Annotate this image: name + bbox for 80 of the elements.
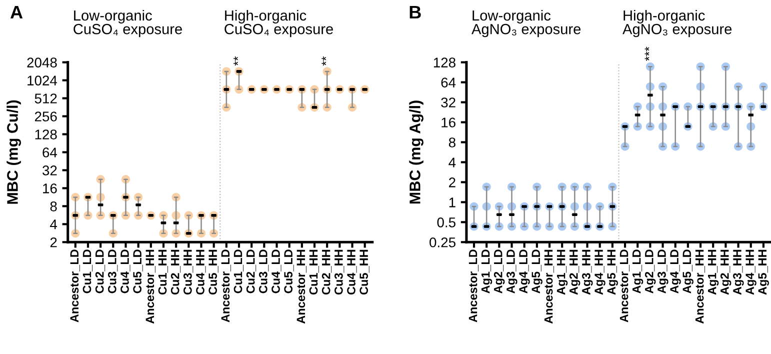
- x-tick-label: Cu4_LD: [272, 250, 282, 294]
- x-tick-label: Ag1_HH: [556, 250, 568, 295]
- x-tick-label: Cu1_LD: [234, 250, 244, 294]
- x-tick-label: Ag5_HH: [758, 250, 769, 295]
- x-tick-label: Cu2_LD: [246, 250, 256, 294]
- y-tick-label: 0.5: [437, 217, 456, 228]
- x-tick-label: Ancestor_HH: [544, 250, 554, 324]
- x-tick-label: Ag3_HH: [582, 250, 593, 295]
- y-axis-title: MBC (mg Ag/l): [409, 100, 424, 204]
- x-tick-label: Ag3_LD: [658, 250, 668, 294]
- text: Low-organic CuSO₄ exposure: [74, 10, 182, 38]
- x-tick-label: Ancestor_HH: [695, 250, 706, 324]
- y-tick-label: 32: [42, 166, 57, 176]
- x-tick-label: Cu2_HH: [170, 250, 181, 295]
- x-tick-label: Ag2_LD: [494, 250, 505, 294]
- y-tick-label: 32: [441, 98, 456, 108]
- x-tick-label: Ag5_LD: [532, 250, 542, 294]
- y-tick-label: 64: [441, 78, 456, 88]
- text: Low-organic AgNO₃ exposure: [472, 10, 581, 38]
- y-tick-label: 2048: [27, 58, 57, 68]
- x-tick-label: Cu1_HH: [158, 250, 168, 295]
- x-tick-label: Ag4_LD: [670, 250, 681, 294]
- x-tick-label: Cu3_HH: [334, 250, 344, 295]
- x-tick-label: Ancestor_LD: [620, 250, 630, 322]
- x-tick-label: Cu4_LD: [120, 250, 130, 294]
- x-tick-label: Cu2_HH: [322, 250, 332, 295]
- text: High-organic AgNO₃ exposure: [622, 10, 732, 38]
- x-tick-label: Cu1_HH: [309, 250, 319, 295]
- data-label: **: [234, 56, 238, 66]
- y-tick-label: 128: [35, 130, 57, 140]
- x-tick-label: Ag4_HH: [594, 250, 606, 295]
- x-tick-label: Ag4_HH: [746, 250, 756, 295]
- chart-title: B: [410, 6, 421, 18]
- x-tick-label: Ancestor_HH: [296, 250, 306, 324]
- x-tick-label: Cu2_LD: [95, 250, 106, 294]
- x-tick-label: Ag2_HH: [720, 250, 732, 295]
- x-tick-label: Cu1_LD: [82, 250, 92, 294]
- data-label: **: [322, 56, 326, 66]
- x-tick-label: Ancestor_HH: [146, 250, 156, 324]
- y-tick-label: 1024: [28, 76, 58, 86]
- x-tick-label: Ag1_HH: [708, 250, 719, 295]
- x-tick-label: Ag4_LD: [519, 250, 530, 294]
- y-tick-label: 8: [448, 138, 456, 148]
- chart-title: A: [10, 6, 23, 18]
- y-tick-label: 512: [34, 94, 57, 104]
- x-tick-label: Ag5_LD: [682, 250, 694, 294]
- y-tick-label: 4: [50, 220, 58, 230]
- x-tick-label: Ag2_HH: [569, 250, 580, 295]
- y-tick-label: 8: [50, 202, 57, 212]
- y-tick-label: 64: [42, 148, 58, 158]
- y-tick-label: 0.25: [430, 237, 456, 248]
- x-tick-label: Ag3_LD: [506, 250, 518, 294]
- y-tick-label: 2: [50, 237, 57, 248]
- y-tick-label: 2: [449, 178, 456, 188]
- x-tick-label: Ag1_LD: [632, 250, 644, 294]
- x-tick-label: Cu3_LD: [108, 250, 118, 294]
- x-tick-label: Ag3_HH: [733, 250, 744, 295]
- x-tick-label: Ag2_LD: [644, 250, 656, 294]
- y-tick-label: 1: [449, 198, 456, 208]
- y-tick-label: 256: [34, 112, 57, 122]
- y-tick-label: 4: [448, 158, 456, 168]
- x-tick-label: Ancestor_LD: [70, 250, 80, 322]
- y-tick-label: 128: [434, 58, 456, 68]
- x-tick-label: Cu3_HH: [183, 250, 194, 295]
- x-tick-label: Ag1_LD: [481, 250, 492, 294]
- x-tick-label: Cu4_HH: [196, 250, 206, 295]
- y-tick-label: 16: [43, 184, 57, 194]
- x-tick-label: Cu5_LD: [133, 250, 143, 294]
- x-tick-label: Ancestor_LD: [221, 250, 231, 322]
- text: High-organic CuSO₄ exposure: [224, 10, 333, 38]
- y-axis-title: MBC (mg Cu/l): [6, 100, 21, 204]
- x-tick-label: Cu3_LD: [258, 250, 269, 294]
- x-tick-label: Cu5_HH: [360, 250, 370, 295]
- x-tick-label: Cu5_LD: [284, 250, 294, 294]
- y-tick-label: 16: [442, 118, 456, 128]
- x-tick-label: Cu5_HH: [208, 250, 218, 295]
- x-tick-label: Ancestor_LD: [468, 250, 478, 322]
- x-tick-label: Cu4_HH: [347, 250, 357, 295]
- data-label: ***: [644, 46, 650, 61]
- x-tick-label: Ag5_HH: [607, 250, 618, 295]
